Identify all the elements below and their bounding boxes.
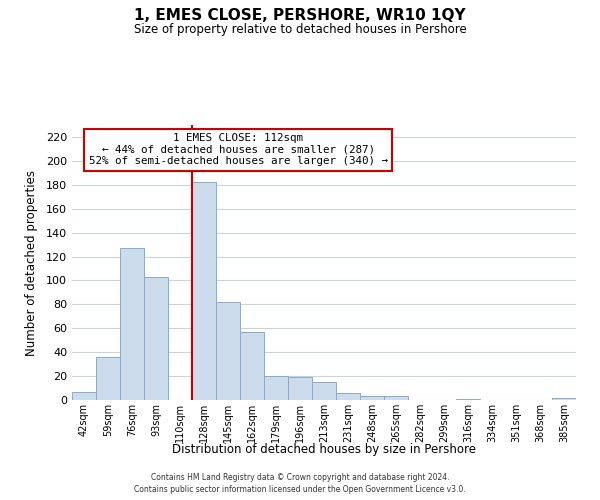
Bar xyxy=(456,399,480,400)
Text: Size of property relative to detached houses in Pershore: Size of property relative to detached ho… xyxy=(134,22,466,36)
Bar xyxy=(264,376,288,400)
Bar xyxy=(144,277,168,400)
Bar xyxy=(192,182,216,400)
Bar xyxy=(312,382,336,400)
Bar xyxy=(240,332,264,400)
Text: Contains public sector information licensed under the Open Government Licence v3: Contains public sector information licen… xyxy=(134,485,466,494)
Bar xyxy=(216,302,240,400)
Text: Contains HM Land Registry data © Crown copyright and database right 2024.: Contains HM Land Registry data © Crown c… xyxy=(151,472,449,482)
Bar xyxy=(288,378,312,400)
Bar xyxy=(336,393,360,400)
Bar xyxy=(72,392,96,400)
Text: Distribution of detached houses by size in Pershore: Distribution of detached houses by size … xyxy=(172,442,476,456)
Text: 1 EMES CLOSE: 112sqm
← 44% of detached houses are smaller (287)
52% of semi-deta: 1 EMES CLOSE: 112sqm ← 44% of detached h… xyxy=(89,133,388,166)
Bar xyxy=(360,396,384,400)
Bar xyxy=(384,396,408,400)
Y-axis label: Number of detached properties: Number of detached properties xyxy=(25,170,38,356)
Text: 1, EMES CLOSE, PERSHORE, WR10 1QY: 1, EMES CLOSE, PERSHORE, WR10 1QY xyxy=(134,8,466,22)
Bar xyxy=(552,398,576,400)
Bar xyxy=(120,248,144,400)
Bar xyxy=(96,357,120,400)
